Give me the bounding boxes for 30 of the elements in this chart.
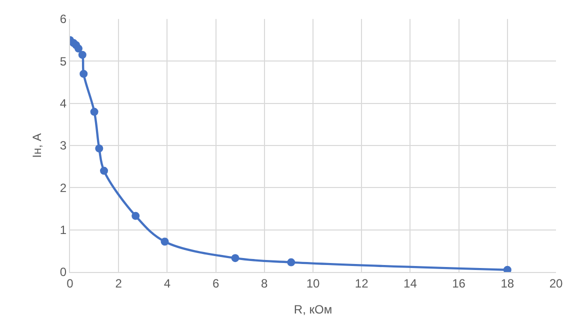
point <box>231 254 240 262</box>
y-tick-label: 5 <box>60 54 67 68</box>
point <box>95 144 104 152</box>
x-tick-label: 18 <box>500 276 514 290</box>
x-tick-label: 6 <box>212 276 220 290</box>
x-tick-label: 8 <box>261 276 268 290</box>
y-tick-label: 4 <box>60 96 67 111</box>
x-tick-label: 10 <box>306 276 320 290</box>
point <box>90 108 98 116</box>
y-tick-label: 0 <box>60 265 67 280</box>
point <box>160 238 169 246</box>
x-tick-label: 16 <box>452 276 466 290</box>
point <box>78 50 86 59</box>
x-tick-label: 12 <box>354 276 369 290</box>
y-axis-title: Iн, А <box>30 133 44 158</box>
y-tick-label: 1 <box>60 223 67 238</box>
x-tick-label: 4 <box>164 276 171 290</box>
point <box>100 166 108 175</box>
point <box>287 258 296 266</box>
point <box>80 70 88 78</box>
y-tick-label: 6 <box>60 12 67 26</box>
x-tick-label: 20 <box>549 276 563 290</box>
point <box>74 44 82 53</box>
point <box>503 266 512 272</box>
point <box>132 212 140 220</box>
y-tick-label: 2 <box>60 180 67 195</box>
x-tick-label: 2 <box>115 276 122 290</box>
y-tick-label: 3 <box>60 138 67 153</box>
x-tick-label: 14 <box>404 276 418 290</box>
x-axis-title: R, кОм <box>294 302 332 316</box>
